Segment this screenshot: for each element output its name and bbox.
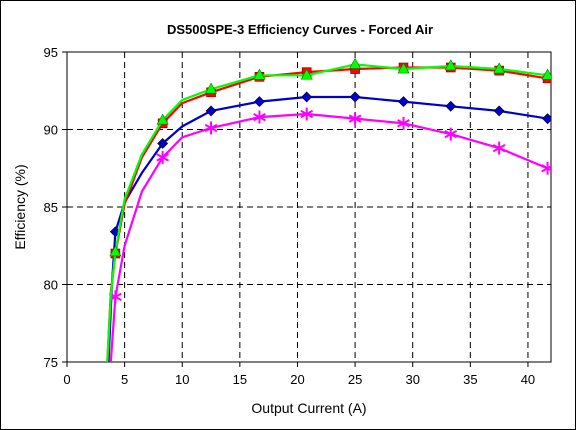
data-point (253, 68, 266, 80)
asterisk-stroke (300, 109, 314, 119)
data-point (349, 91, 361, 103)
data-point (348, 112, 362, 126)
x-tick-label: 0 (63, 372, 70, 387)
asterisk-stroke (156, 153, 169, 162)
data-point (444, 127, 458, 141)
x-tick-label: 20 (290, 372, 304, 387)
x-tick-label: 15 (233, 372, 247, 387)
y-tick-label: 90 (44, 123, 58, 138)
data-point (542, 113, 551, 125)
asterisk-stroke (397, 119, 410, 128)
x-tick-label: 25 (348, 372, 362, 387)
data-point (157, 138, 169, 149)
data-point (156, 150, 169, 164)
data-point (254, 96, 265, 108)
data-point (445, 100, 457, 112)
asterisk-stroke (492, 143, 506, 153)
chart-title: DS500SPE-3 Efficiency Curves - Forced Ai… (167, 22, 433, 37)
data-point (397, 62, 410, 74)
series-1 (107, 91, 551, 362)
series-2 (109, 107, 551, 362)
data-point (397, 116, 410, 130)
data-point (541, 161, 551, 175)
data-point (205, 105, 217, 117)
y-tick-label: 95 (44, 45, 58, 60)
y-tick-label: 80 (44, 278, 58, 293)
data-point (398, 96, 409, 108)
data-point (300, 107, 314, 121)
data-point (109, 245, 122, 257)
data-point (204, 121, 218, 135)
y-tick-label: 75 (44, 355, 58, 370)
data-point (349, 57, 362, 69)
data-point (492, 141, 506, 155)
data-point (493, 105, 505, 117)
x-tick-label: 35 (463, 372, 477, 387)
data-point (493, 62, 506, 74)
y-tick-label: 85 (44, 200, 58, 215)
asterisk-stroke (253, 112, 266, 122)
asterisk-stroke (541, 165, 551, 173)
data-point (300, 68, 313, 80)
x-tick-label: 40 (521, 372, 535, 387)
data-point (541, 68, 551, 80)
data-point (444, 59, 457, 71)
asterisk-stroke (348, 114, 362, 123)
x-tick-label: 5 (121, 372, 128, 387)
x-tick-label: 10 (175, 372, 189, 387)
data-point (205, 82, 218, 94)
x-tick-label: 30 (405, 372, 419, 387)
x-axis-label: Output Current (A) (251, 400, 366, 416)
asterisk-stroke (204, 123, 218, 133)
y-axis-label: Efficiency (%) (12, 164, 28, 249)
series-line (109, 112, 548, 362)
series-layer (106, 57, 551, 362)
data-point (156, 113, 169, 125)
data-point (253, 110, 266, 124)
tick-labels: 0 5 10 15 20 25 30 35 40 75 80 85 90 95 (44, 45, 536, 387)
asterisk-stroke (444, 130, 458, 139)
data-point (301, 91, 313, 103)
series-4 (106, 57, 551, 362)
